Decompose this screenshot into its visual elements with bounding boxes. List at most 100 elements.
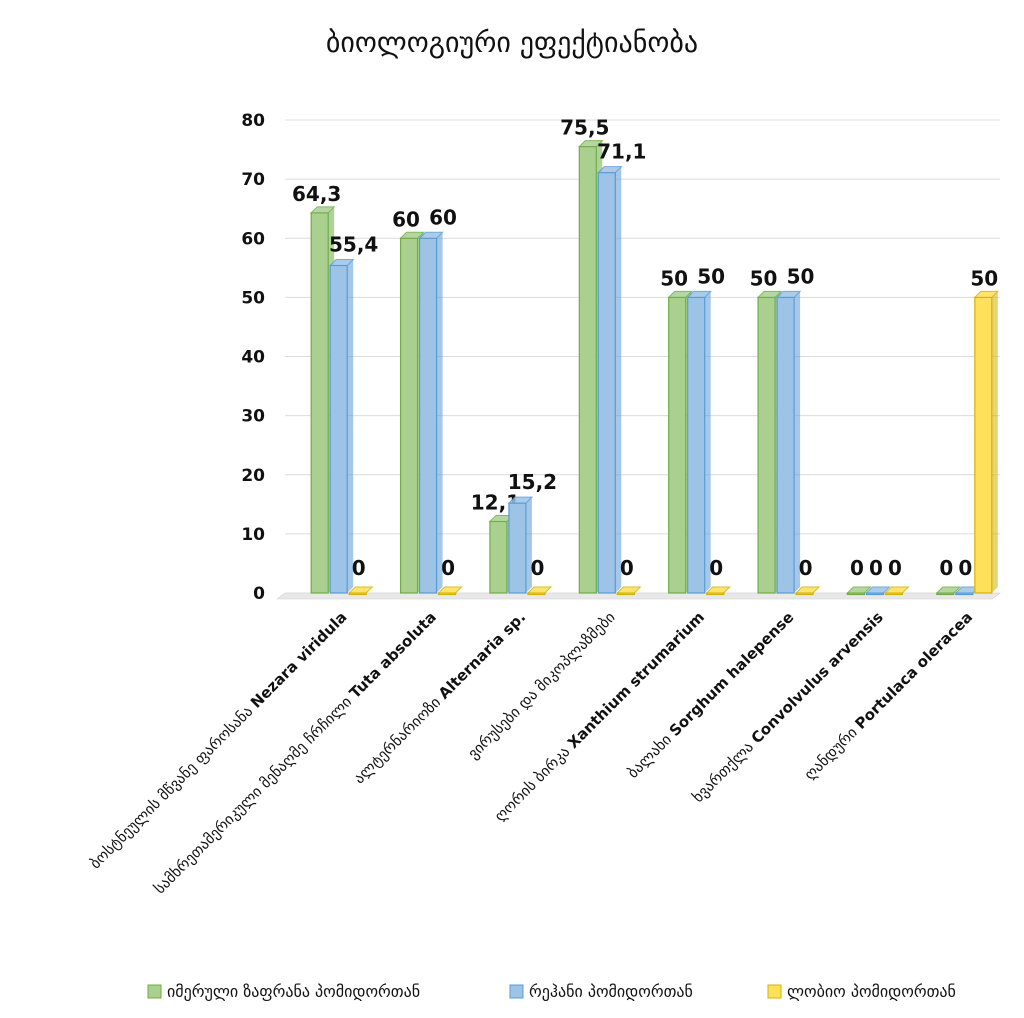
bar [597, 166, 623, 594]
category-prefix: ღანდური [801, 720, 865, 784]
bar [328, 258, 355, 594]
y-tick-label: 10 [241, 525, 265, 545]
bar [686, 290, 712, 594]
x-category-label: ვირუსები და მიკოპლაზმები [464, 608, 619, 763]
category-prefix: ალტერნარიოზი [350, 690, 448, 788]
bar-front [687, 296, 706, 594]
x-category-label: ალტერნარიოზი Alternaria sp. [350, 608, 529, 787]
bar [846, 586, 872, 596]
data-label: 50 [660, 266, 688, 290]
bar-front [310, 212, 329, 594]
bar-front [974, 296, 993, 594]
legend-label: იმერული ზაფრანა პომიდორთან [167, 982, 420, 1001]
bar-side [436, 232, 443, 593]
x-category-label: ხვართქლა Convolvulus arvensis [689, 608, 887, 806]
category-latin-name: Tuta absoluta [346, 608, 440, 702]
bar-side [525, 497, 532, 593]
bar-side [615, 166, 622, 593]
data-label: 0 [939, 556, 953, 580]
data-label: 15,2 [508, 470, 557, 494]
bar-side [794, 291, 801, 593]
bar [705, 586, 731, 596]
data-label: 60 [429, 205, 457, 229]
bar-side [347, 259, 354, 593]
bar-front [776, 296, 795, 594]
bar [973, 290, 1000, 594]
category-prefix: ბალახი [624, 727, 679, 782]
y-tick-label: 70 [241, 170, 265, 190]
bar-top [705, 586, 731, 594]
y-tick-label: 60 [241, 229, 265, 249]
y-tick-label: 30 [241, 407, 265, 427]
y-tick-label: 0 [253, 584, 265, 604]
data-label: 60 [392, 207, 420, 231]
data-label: 0 [620, 556, 634, 580]
legend-swatch [509, 984, 524, 999]
legend-swatch [147, 984, 162, 999]
y-tick-label: 20 [241, 466, 265, 486]
legend-swatch [767, 984, 782, 999]
data-label: 64,3 [292, 182, 341, 206]
bar [418, 231, 444, 594]
bar-top [526, 586, 553, 594]
category-prefix: ხვართქლა [689, 735, 761, 807]
bar [884, 586, 910, 596]
bar-front [399, 237, 419, 594]
y-tick-label: 40 [241, 348, 265, 368]
data-label: 50 [750, 266, 778, 290]
bar [775, 290, 802, 594]
data-label: 0 [441, 556, 455, 580]
x-category-label: ბალახი Sorghum halepense [624, 608, 798, 782]
bar-top [437, 586, 463, 594]
category-prefix: ღორის ბირკა [491, 739, 577, 825]
legend-label: ლობიო პომიდორთან [787, 982, 956, 1001]
data-label: 0 [958, 556, 972, 580]
y-tick-label: 50 [241, 288, 265, 308]
x-category-label: ღანდური Portulaca oleracea [801, 608, 977, 784]
data-label: 0 [352, 556, 366, 580]
data-label: 71,1 [597, 140, 646, 164]
y-tick-label: 80 [241, 111, 265, 131]
chart-title: ბიოლოგიური ეფექტიანობა [326, 26, 698, 59]
bar [347, 586, 374, 596]
bar-front [329, 264, 348, 594]
bar-top [794, 586, 821, 594]
bar-side [991, 291, 998, 593]
bar [507, 496, 534, 594]
bar-front [508, 502, 527, 594]
data-label: 0 [530, 556, 544, 580]
data-label: 55,4 [329, 232, 378, 256]
bar-front [597, 172, 616, 594]
data-label: 0 [850, 556, 864, 580]
legend-label: რეჰანი პომიდორთან [529, 982, 693, 1001]
bar [794, 586, 821, 596]
category-latin-name: Nezara viridula [247, 608, 351, 712]
data-label: 50 [787, 264, 815, 288]
data-label: 0 [799, 556, 813, 580]
data-label: 0 [888, 556, 902, 580]
bar-front [668, 296, 687, 594]
bar [616, 586, 642, 596]
category-prefix: ვირუსები და მიკოპლაზმები [464, 608, 619, 763]
bar-top [616, 586, 642, 594]
bar-front [418, 237, 438, 594]
bar-top [347, 586, 374, 594]
bar-front [489, 520, 508, 594]
data-label: 0 [709, 556, 723, 580]
bar-front [578, 146, 597, 594]
data-label: 50 [697, 264, 725, 288]
bar [954, 586, 981, 596]
data-label: 0 [869, 556, 883, 580]
bar [437, 586, 463, 596]
bar [865, 586, 891, 596]
category-prefix: ბოსტნეულის მწვანე ფაროსანა [86, 699, 260, 873]
data-label: 50 [970, 266, 998, 290]
bar [935, 586, 962, 596]
category-latin-name: Alternaria sp. [435, 608, 529, 702]
bar-side [704, 291, 711, 593]
data-label: 75,5 [560, 116, 609, 140]
category-prefix: სამხრეთამერიკული მენაღმე ჩრჩილი [151, 689, 359, 897]
bar-front [757, 296, 776, 594]
